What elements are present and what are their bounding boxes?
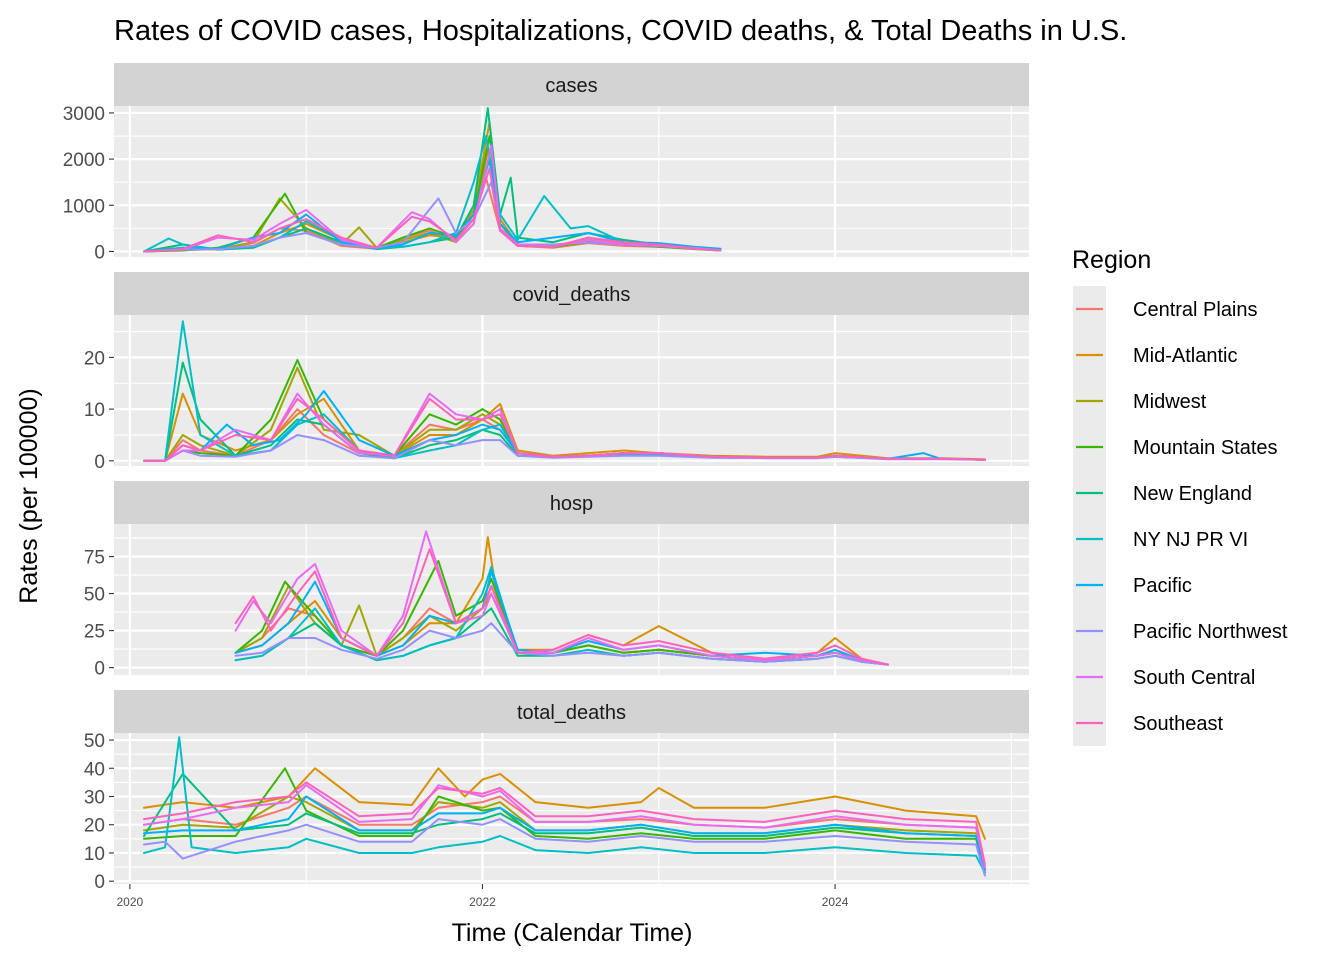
legend-label: Central Plains — [1133, 299, 1258, 321]
series-line-pacific — [143, 158, 722, 253]
facet-strip — [114, 481, 1029, 524]
y-tick-label: 75 — [84, 548, 105, 569]
y-tick-label: 1000 — [63, 196, 105, 217]
legend-item: Mountain States — [1073, 424, 1278, 470]
y-tick-label: 0 — [94, 242, 105, 263]
legend-item: Pacific — [1073, 562, 1192, 608]
x-tick-label: 2020 — [117, 895, 144, 909]
series-group — [143, 736, 986, 877]
y-tick-label: 0 — [94, 452, 105, 473]
series-line-south-central — [143, 144, 722, 253]
y-tick-label: 30 — [84, 788, 105, 809]
facet-strip — [114, 690, 1029, 733]
legend: Region Central Plains Mid-Atlantic Midwest… — [1072, 246, 1288, 746]
legend-label: Mid-Atlantic — [1133, 345, 1237, 367]
legend-label: Mountain States — [1133, 437, 1278, 459]
series-line-south-central — [143, 784, 986, 869]
y-tick-label: 3000 — [63, 104, 105, 125]
chart-title: Rates of COVID cases, Hospitalizations, … — [114, 15, 1127, 47]
y-tick-label: 50 — [84, 731, 105, 752]
legend-label: Pacific Northwest — [1133, 621, 1288, 643]
legend-title: Region — [1072, 246, 1151, 274]
series-line-mid-atlantic — [143, 767, 986, 840]
legend-item: Southeast — [1073, 700, 1224, 746]
legend-item: New England — [1073, 470, 1252, 516]
series-group — [234, 530, 889, 666]
y-tick-label: 20 — [84, 348, 105, 369]
y-tick-label: 50 — [84, 585, 105, 606]
series-line-southeast — [143, 781, 986, 866]
facet-label: hosp — [550, 493, 593, 515]
y-tick-label: 25 — [84, 622, 105, 643]
legend-label: South Central — [1133, 667, 1255, 689]
facet-label: cases — [545, 75, 597, 97]
series-line-south-central — [234, 530, 889, 666]
y-axis-title: Rates (per 100000) — [15, 388, 43, 603]
legend-item: Midwest — [1073, 378, 1207, 424]
series-line-pacific — [234, 570, 889, 666]
series-line-pacific-northwest — [143, 818, 986, 877]
series-line-central-plains — [143, 795, 986, 869]
series-line-southeast — [143, 167, 722, 253]
legend-item: Pacific Northwest — [1073, 608, 1288, 654]
legend-label: NY NJ PR VI — [1133, 529, 1248, 551]
y-tick-label: 10 — [84, 844, 105, 865]
legend-items: Central Plains Mid-Atlantic Midwest Mountai… — [1073, 286, 1288, 746]
facet-panels: cases 0 1000 2000 3000 covid_deaths 0 10 20 hosp 0… — [63, 63, 1029, 893]
facet-label: covid_deaths — [513, 284, 631, 306]
series-group — [143, 320, 986, 462]
legend-item: South Central — [1073, 654, 1255, 700]
series-line-southeast — [143, 397, 986, 462]
y-tick-label: 2000 — [63, 150, 105, 171]
legend-label: Midwest — [1133, 391, 1207, 413]
series-line-ny-nj-pr-vi — [143, 736, 986, 874]
legend-item: Mid-Atlantic — [1073, 332, 1237, 378]
y-tick-label: 20 — [84, 816, 105, 837]
series-line-southeast — [234, 548, 889, 666]
facet-hosp: hosp 0 25 50 75 — [84, 481, 1029, 680]
y-tick-label: 0 — [94, 659, 105, 680]
facet-strip — [114, 63, 1029, 106]
x-tick-label: 2024 — [822, 895, 849, 909]
series-line-pacific — [143, 795, 986, 871]
series-line-pacific-northwest — [234, 622, 889, 666]
legend-label: New England — [1133, 483, 1252, 505]
x-tick-label: 2022 — [469, 895, 496, 909]
series-group — [143, 107, 722, 253]
legend-label: Pacific — [1133, 575, 1192, 597]
facet-total_deaths: total_deaths 0 10 20 30 40 50 — [84, 690, 1029, 893]
facet-cases: cases 0 1000 2000 3000 — [63, 63, 1029, 263]
facet-strip — [114, 272, 1029, 315]
series-line-new-england — [143, 772, 986, 871]
y-tick-label: 10 — [84, 400, 105, 421]
facet-covid_deaths: covid_deaths 0 10 20 — [84, 272, 1029, 473]
x-axis: 2020 2022 2024 — [117, 884, 849, 909]
facet-label: total_deaths — [517, 702, 626, 724]
legend-item: Central Plains — [1073, 286, 1258, 332]
legend-label: Southeast — [1133, 713, 1224, 735]
x-axis-title: Time (Calendar Time) — [452, 919, 693, 947]
legend-item: NY NJ PR VI — [1073, 516, 1248, 562]
y-tick-label: 40 — [84, 759, 105, 780]
y-tick-label: 0 — [94, 872, 105, 893]
